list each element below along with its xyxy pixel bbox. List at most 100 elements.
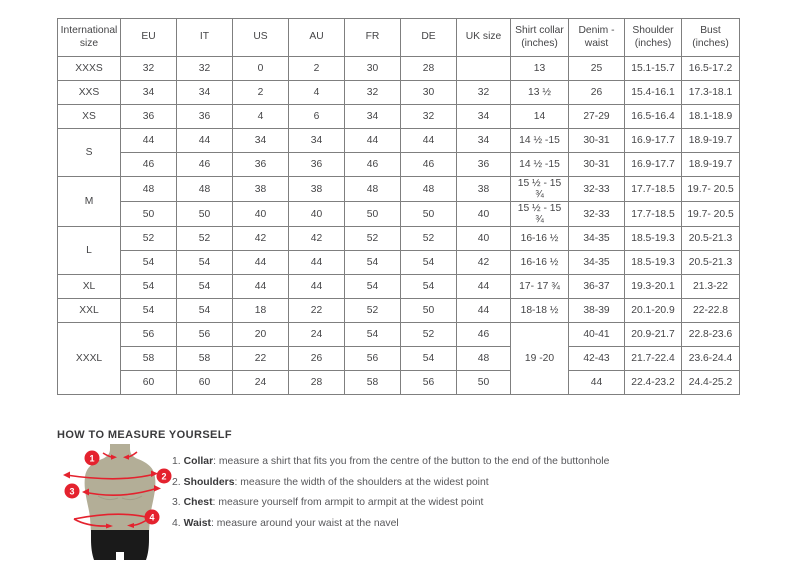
mannequin-shorts xyxy=(91,530,149,560)
data-cell: 54 xyxy=(120,298,177,323)
data-cell: 22.4-23.2 xyxy=(624,370,682,395)
how-to-measure-section: HOW TO MEASURE YOURSELF xyxy=(57,429,757,566)
data-cell: 58 xyxy=(120,346,177,371)
data-cell: 4 xyxy=(232,104,289,129)
step-4-badge: 4 xyxy=(144,509,160,525)
data-cell: 18.1-18.9 xyxy=(681,104,740,129)
column-header: US xyxy=(232,18,289,57)
data-cell: 16.9-17.7 xyxy=(624,152,682,177)
data-cell: 54 xyxy=(120,274,177,299)
data-cell: 40-41 xyxy=(568,322,625,347)
table-row: 54 54 44 44 54 54 42 16-16 ½ 34-35 18.5-19.3 20.5-… xyxy=(58,250,740,275)
data-cell: 38 xyxy=(456,176,511,202)
data-cell: 34-35 xyxy=(568,226,625,251)
data-cell: 6 xyxy=(288,104,345,129)
data-cell: 50 xyxy=(344,201,401,227)
data-cell: 17- 17 ¾ xyxy=(510,274,569,299)
data-cell: 44 xyxy=(456,298,511,323)
data-cell: 54 xyxy=(176,274,233,299)
size-cell: XXXS xyxy=(57,56,121,81)
data-cell: 18 xyxy=(232,298,289,323)
size-cell: XXS xyxy=(57,80,121,105)
data-cell: 34 xyxy=(344,104,401,129)
data-cell: 21.3-22 xyxy=(681,274,740,299)
svg-text:1: 1 xyxy=(89,453,94,463)
data-cell: 24 xyxy=(232,370,289,395)
data-cell: 54 xyxy=(400,250,457,275)
data-cell: 36 xyxy=(288,152,345,177)
data-cell: 19.7- 20.5 xyxy=(681,176,740,202)
data-cell: 42-43 xyxy=(568,346,625,371)
data-cell: 20 xyxy=(232,322,289,347)
data-cell: 14 ½ -15 xyxy=(510,152,569,177)
data-cell: 15.1-15.7 xyxy=(624,56,682,81)
data-cell: 20.5-21.3 xyxy=(681,250,740,275)
data-cell: 46 xyxy=(400,152,457,177)
data-cell: 52 xyxy=(120,226,177,251)
size-cell: XXXL xyxy=(57,322,121,395)
data-cell: 36 xyxy=(232,152,289,177)
step-number: 4. xyxy=(172,517,181,529)
step-label: Shoulders xyxy=(183,476,235,488)
data-cell: 42 xyxy=(288,226,345,251)
data-cell: 18.5-19.3 xyxy=(624,226,682,251)
data-cell: 15 ½ - 15 ¾ xyxy=(510,201,569,227)
size-cell: XL xyxy=(57,274,121,299)
data-cell: 23.6-24.4 xyxy=(681,346,740,371)
data-cell: 22-22.8 xyxy=(681,298,740,323)
data-cell: 19.7- 20.5 xyxy=(681,201,740,227)
column-header: IT xyxy=(176,18,233,57)
data-cell: 34 xyxy=(456,128,511,153)
data-cell: 19.3-20.1 xyxy=(624,274,682,299)
data-cell: 44 xyxy=(232,250,289,275)
data-cell: 48 xyxy=(120,176,177,202)
data-cell: 60 xyxy=(176,370,233,395)
data-cell: 34 xyxy=(120,80,177,105)
table-row: 46 46 36 36 46 46 36 14 ½ -15 30-31 16.9-17.7 18.9… xyxy=(58,152,740,177)
step-1-badge: 1 xyxy=(84,450,100,466)
data-cell: 18.9-19.7 xyxy=(681,128,740,153)
data-cell: 16.5-17.2 xyxy=(681,56,740,81)
data-cell: 44 xyxy=(344,128,401,153)
data-cell: 16.5-16.4 xyxy=(624,104,682,129)
measure-section-title: HOW TO MEASURE YOURSELF xyxy=(57,429,233,441)
data-cell: 50 xyxy=(400,298,457,323)
data-cell: 52 xyxy=(400,226,457,251)
data-cell: 13 ½ xyxy=(510,80,569,105)
data-cell: 16-16 ½ xyxy=(510,226,569,251)
data-cell: 40 xyxy=(232,201,289,227)
data-cell: 46 xyxy=(344,152,401,177)
data-cell: 30 xyxy=(344,56,401,81)
table-row: XXXS 32 32 0 2 30 28 13 25 15.1-15.7 16.5-17.2 xyxy=(57,56,740,81)
data-cell: 58 xyxy=(176,346,233,371)
data-cell: 0 xyxy=(232,56,289,81)
data-cell: 34 xyxy=(176,80,233,105)
step-label: Waist xyxy=(183,517,211,529)
data-cell: 19 -20 xyxy=(510,322,569,395)
data-cell: 30-31 xyxy=(568,152,625,177)
data-cell: 34 xyxy=(288,128,345,153)
table-row: L 52 52 42 42 52 52 40 16-16 ½ 34-35 18.5-19.3 20.5… xyxy=(57,226,740,275)
data-cell: 16-16 ½ xyxy=(510,250,569,275)
data-cell: 40 xyxy=(456,201,511,227)
data-cell: 18.9-19.7 xyxy=(681,152,740,177)
data-cell: 54 xyxy=(400,346,457,371)
data-cell: 20.5-21.3 xyxy=(681,226,740,251)
data-cell: 2 xyxy=(232,80,289,105)
data-cell: 22 xyxy=(288,298,345,323)
data-cell: 48 xyxy=(456,346,511,371)
chest-arrow-icon xyxy=(83,487,159,496)
data-cell: 22.8-23.6 xyxy=(681,322,740,347)
data-cell: 15.4-16.1 xyxy=(624,80,682,105)
data-cell: 34-35 xyxy=(568,250,625,275)
mannequin-torso xyxy=(84,444,156,532)
table-row: 60 60 24 28 58 56 50 44 22.4-23.2 24.4-25.2 xyxy=(58,370,740,395)
column-header: Shoulder (inches) xyxy=(624,18,682,57)
data-cell: 32 xyxy=(344,80,401,105)
column-header: EU xyxy=(120,18,177,57)
data-cell: 58 xyxy=(344,370,401,395)
table-row: XXXL 56 56 20 24 54 52 46 19 -20 40-41 20.9-21.7 22… xyxy=(57,322,740,395)
data-cell: 14 ½ -15 xyxy=(510,128,569,153)
data-cell: 46 xyxy=(456,322,511,347)
data-cell: 52 xyxy=(344,298,401,323)
